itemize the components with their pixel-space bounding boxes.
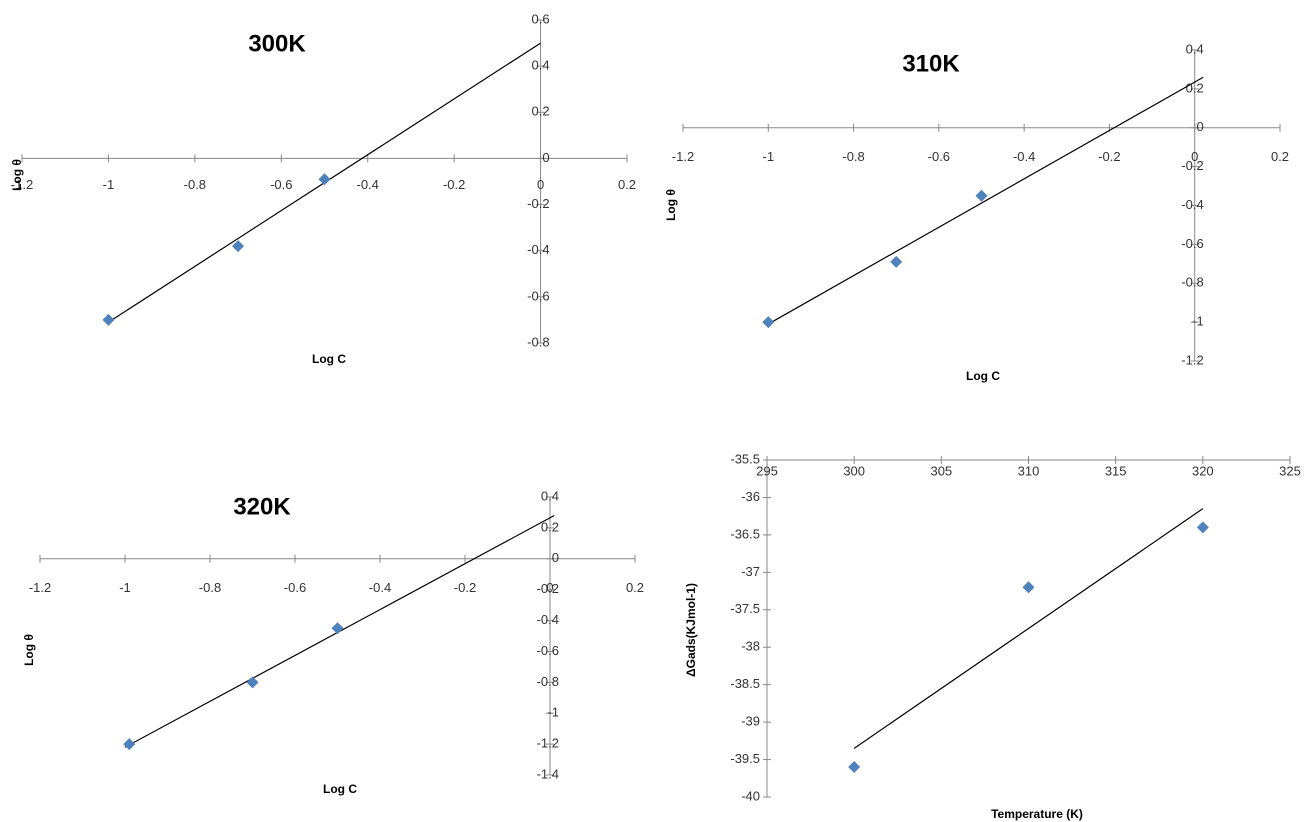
y-tick-label: -38.5 xyxy=(730,676,760,691)
y-tick-label: -0.2 xyxy=(537,581,559,596)
y-tick-label: -0.4 xyxy=(527,242,549,257)
x-tick-label: 320 xyxy=(1192,463,1214,478)
x-tick-label: 310 xyxy=(1018,463,1040,478)
x-tick-label: -0.4 xyxy=(1013,149,1035,164)
x-tick-label: -1.2 xyxy=(29,580,51,595)
x-tick-label: -0.4 xyxy=(357,177,379,192)
y-tick-label: 0.2 xyxy=(531,104,549,119)
x-tick-label: -1 xyxy=(119,580,131,595)
point xyxy=(318,173,331,186)
x-tick-label: 0 xyxy=(537,177,544,192)
y-axis-label: Log θ xyxy=(22,634,36,666)
y-tick-label: -40 xyxy=(741,788,760,803)
y-tick-label: -38 xyxy=(741,639,760,654)
y-tick-label: -0.6 xyxy=(537,643,559,658)
point xyxy=(123,738,136,751)
y-tick-label: 0.4 xyxy=(1186,41,1204,56)
point xyxy=(1022,581,1035,594)
x-tick-label: -0.4 xyxy=(369,580,391,595)
y-tick-label: -35.5 xyxy=(730,451,760,466)
x-tick-label: 0 xyxy=(546,580,553,595)
y-axis-label: ΔGads(KJmol-1) xyxy=(684,583,698,677)
y-tick-label: -1.2 xyxy=(537,736,559,751)
point xyxy=(232,240,245,253)
x-tick-label: -1 xyxy=(763,149,775,164)
y-tick-label: -1 xyxy=(1192,314,1204,329)
x-tick-label: 325 xyxy=(1279,463,1301,478)
x-tick-label: -0.2 xyxy=(454,580,476,595)
x-tick-label: 0.2 xyxy=(626,580,644,595)
x-tick-label: 300 xyxy=(843,463,865,478)
x-axis-label: Log C xyxy=(323,782,357,796)
y-tick-label: -0.6 xyxy=(1181,236,1203,251)
y-tick-label: -36.5 xyxy=(730,526,760,541)
y-tick-label: 0 xyxy=(1196,119,1203,134)
point xyxy=(246,676,259,689)
chart-title: 300K xyxy=(248,30,306,57)
x-tick-label: -0.6 xyxy=(928,149,950,164)
x-tick-label: -0.6 xyxy=(270,177,292,192)
y-tick-label: -0.8 xyxy=(527,334,549,349)
trendline xyxy=(853,508,1204,749)
y-tick-label: -39.5 xyxy=(730,751,760,766)
y-axis-label: Log θ xyxy=(10,159,24,191)
trendline xyxy=(767,76,1204,325)
x-axis-label: Temperature (K) xyxy=(991,807,1083,821)
x-tick-label: -1 xyxy=(103,177,115,192)
y-axis-label: Log θ xyxy=(664,189,678,221)
x-tick-label: -0.8 xyxy=(184,177,206,192)
y-tick-label: -0.8 xyxy=(537,674,559,689)
y-tick-label: 0 xyxy=(552,550,559,565)
x-tick-label: -0.8 xyxy=(842,149,864,164)
chart-title: 310K xyxy=(902,50,960,77)
point xyxy=(1196,521,1209,534)
y-tick-label: -37 xyxy=(741,564,760,579)
x-tick-label: -0.2 xyxy=(443,177,465,192)
y-tick-label: -0.2 xyxy=(1181,158,1203,173)
y-tick-label: -0.4 xyxy=(537,612,559,627)
x-axis-label: Log C xyxy=(966,369,1000,383)
y-tick-label: 0.6 xyxy=(531,11,549,26)
y-tick-label: -0.4 xyxy=(1181,197,1203,212)
y-tick-label: 0.4 xyxy=(531,58,549,73)
y-tick-label: -1.4 xyxy=(537,766,559,781)
point xyxy=(890,255,903,268)
point xyxy=(331,622,344,635)
x-axis-label: Log C xyxy=(312,352,346,366)
x-tick-label: 0 xyxy=(1191,149,1198,164)
y-tick-label: -0.8 xyxy=(1181,275,1203,290)
y-tick-label: -39 xyxy=(741,714,760,729)
y-tick-label: -1.2 xyxy=(1181,352,1203,367)
point xyxy=(975,189,988,202)
x-tick-label: -1.2 xyxy=(11,177,33,192)
y-tick-label: -36 xyxy=(741,489,760,504)
x-tick-label: 0.2 xyxy=(618,177,636,192)
y-tick-label: 0.4 xyxy=(541,488,559,503)
point xyxy=(762,316,775,329)
x-tick-label: 0.2 xyxy=(1271,149,1289,164)
y-tick-label: -0.2 xyxy=(527,196,549,211)
x-tick-label: -1.2 xyxy=(672,149,694,164)
x-tick-label: 295 xyxy=(756,463,778,478)
x-tick-label: -0.2 xyxy=(1098,149,1120,164)
x-tick-label: 315 xyxy=(1105,463,1127,478)
y-tick-label: -1 xyxy=(547,705,559,720)
point xyxy=(848,761,861,774)
x-tick-label: 305 xyxy=(930,463,952,478)
y-tick-label: -37.5 xyxy=(730,601,760,616)
point xyxy=(102,313,115,326)
y-tick-label: 0.2 xyxy=(541,519,559,534)
x-tick-label: -0.6 xyxy=(284,580,306,595)
y-tick-label: -0.6 xyxy=(527,288,549,303)
y-tick-label: 0 xyxy=(542,150,549,165)
chart-title: 320K xyxy=(233,493,291,520)
x-tick-label: -0.8 xyxy=(199,580,221,595)
